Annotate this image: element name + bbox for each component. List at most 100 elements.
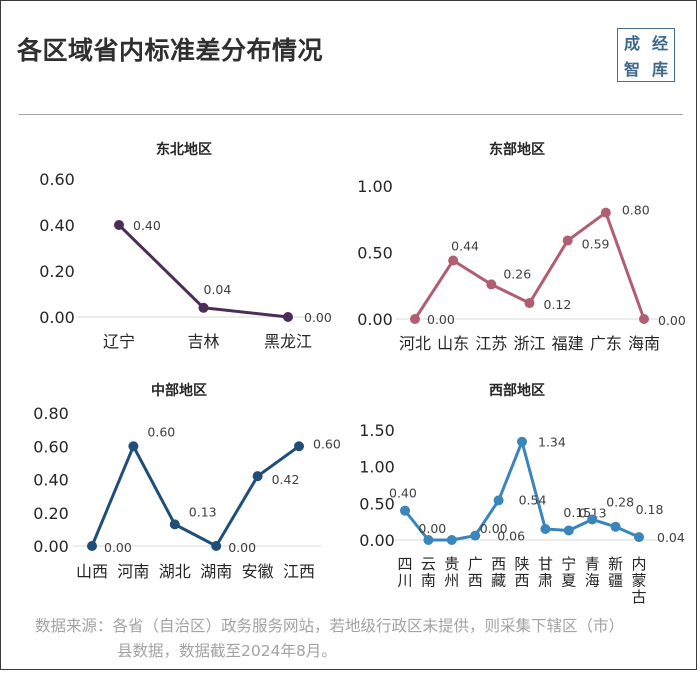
data-point (493, 495, 504, 506)
data-point (211, 541, 222, 551)
data-label: 0.00 (304, 310, 332, 325)
brand-logo: 成 经 智 库 (617, 28, 675, 82)
data-label: 0.00 (418, 521, 446, 536)
chart-panel: 东部地区 1.00 0.50 0.00 0.00 0.44 0.26 0.12 0.59 0.80… (357, 141, 686, 353)
y-tick-label: 0.50 (357, 244, 393, 263)
y-tick-label: 0.40 (33, 471, 69, 490)
x-tick-char: 西 (491, 555, 506, 573)
y-tick-label: 0.50 (359, 494, 395, 513)
x-tick-char: 疆 (608, 572, 623, 590)
x-tick-char: 四 (397, 555, 412, 573)
x-tick-char: 新 (608, 555, 623, 573)
data-label: 0.26 (503, 266, 531, 281)
y-tick-label: 0.00 (33, 537, 69, 556)
data-label: 0.00 (427, 312, 455, 327)
x-tick-label: 江苏 (475, 334, 507, 353)
data-label: 0.06 (497, 529, 525, 544)
data-point (252, 471, 263, 482)
x-tick-label: 福建 (552, 334, 584, 353)
x-tick-label: 海南 (628, 334, 660, 353)
y-tick-label: 0.40 (39, 216, 75, 235)
chart-panel: 中部地区 0.80 0.60 0.40 0.20 0.00 0.00 0.60 0.13 0.00… (33, 382, 341, 581)
y-tick-label: 0.60 (39, 170, 75, 189)
source-line-2: 县数据，数据截至2024年8月。 (117, 642, 337, 660)
x-tick-label: 四川 (397, 555, 412, 590)
x-tick-char: 海 (585, 572, 600, 590)
y-tick-label: 0.20 (33, 504, 69, 523)
title-divider (19, 114, 683, 115)
chart-title: 西部地区 (489, 382, 545, 399)
y-tick-label: 0.00 (39, 308, 75, 327)
y-tick-label: 0.00 (359, 531, 395, 550)
x-tick-label: 西藏 (491, 555, 506, 590)
x-tick-label: 贵州 (444, 555, 459, 590)
chart-title: 中部地区 (151, 382, 207, 399)
data-point (400, 505, 410, 516)
data-point (87, 541, 97, 551)
y-tick-label: 0.00 (357, 310, 393, 329)
data-label: 0.54 (519, 492, 547, 507)
x-tick-char: 内 (631, 555, 646, 573)
x-tick-char: 州 (444, 572, 459, 590)
source-line-1: 数据来源：各省（自治区）政务服务网站，若地级行政区未提供，则采集下辖区（市） (35, 617, 625, 635)
x-tick-label: 内蒙古 (631, 555, 646, 606)
x-tick-char: 肃 (538, 572, 553, 590)
data-label: 0.28 (606, 494, 634, 509)
data-label: 0.44 (451, 238, 479, 253)
x-tick-label: 甘肃 (538, 555, 553, 590)
data-point (600, 207, 611, 218)
data-point (283, 312, 293, 322)
x-tick-label: 云南 (421, 555, 436, 590)
data-point (114, 220, 124, 230)
data-point (610, 521, 621, 532)
y-tick-label: 1.00 (359, 458, 395, 477)
x-tick-label: 青海 (585, 555, 600, 590)
data-label: 0.00 (104, 540, 132, 555)
data-point (128, 441, 139, 452)
data-point (198, 302, 209, 313)
data-label: 0.40 (389, 486, 417, 501)
data-label: 0.00 (480, 521, 508, 536)
x-tick-char: 广 (468, 555, 483, 573)
x-tick-label: 浙江 (513, 334, 545, 353)
x-tick-char: 云 (421, 555, 436, 573)
chart-panel: 东北地区 0.60 0.40 0.20 0.00 0.40 0.04 0.00 辽宁 吉林 黑龙江 (39, 141, 332, 351)
data-label: 0.12 (544, 297, 572, 312)
y-tick-label: 1.00 (357, 177, 393, 196)
data-label: 0.15 (563, 505, 591, 520)
x-tick-char: 甘 (538, 555, 553, 573)
x-tick-label: 安徽 (242, 562, 274, 581)
x-tick-char: 西 (468, 572, 483, 590)
x-tick-label: 吉林 (187, 332, 219, 351)
data-point (634, 532, 644, 543)
x-tick-char: 陕 (514, 555, 529, 573)
logo-char: 成 (623, 34, 640, 53)
x-tick-label: 辽宁 (103, 332, 135, 351)
x-tick-label: 黑龙江 (264, 332, 312, 351)
data-label: 0.40 (133, 218, 161, 233)
x-tick-char: 川 (397, 572, 412, 590)
chart-title: 东部地区 (489, 141, 545, 158)
y-tick-label: 0.60 (33, 437, 69, 456)
data-point (587, 514, 598, 525)
data-label: 0.18 (636, 502, 664, 517)
x-tick-label: 新疆 (608, 555, 623, 590)
data-label: 0.59 (582, 237, 610, 252)
data-label: 0.04 (204, 282, 232, 297)
x-tick-label: 河南 (117, 562, 149, 581)
x-tick-label: 湖南 (200, 562, 232, 581)
data-point (524, 298, 535, 309)
logo-char: 经 (651, 34, 668, 53)
x-tick-char: 蒙 (631, 572, 646, 590)
data-label: 0.13 (579, 505, 607, 520)
data-point (410, 314, 420, 324)
x-tick-label: 广西 (468, 555, 483, 590)
data-point (169, 519, 180, 530)
chart-title: 东北地区 (156, 141, 212, 158)
data-point (639, 314, 649, 324)
x-tick-label: 山西 (76, 562, 108, 581)
series-line (90, 444, 300, 548)
